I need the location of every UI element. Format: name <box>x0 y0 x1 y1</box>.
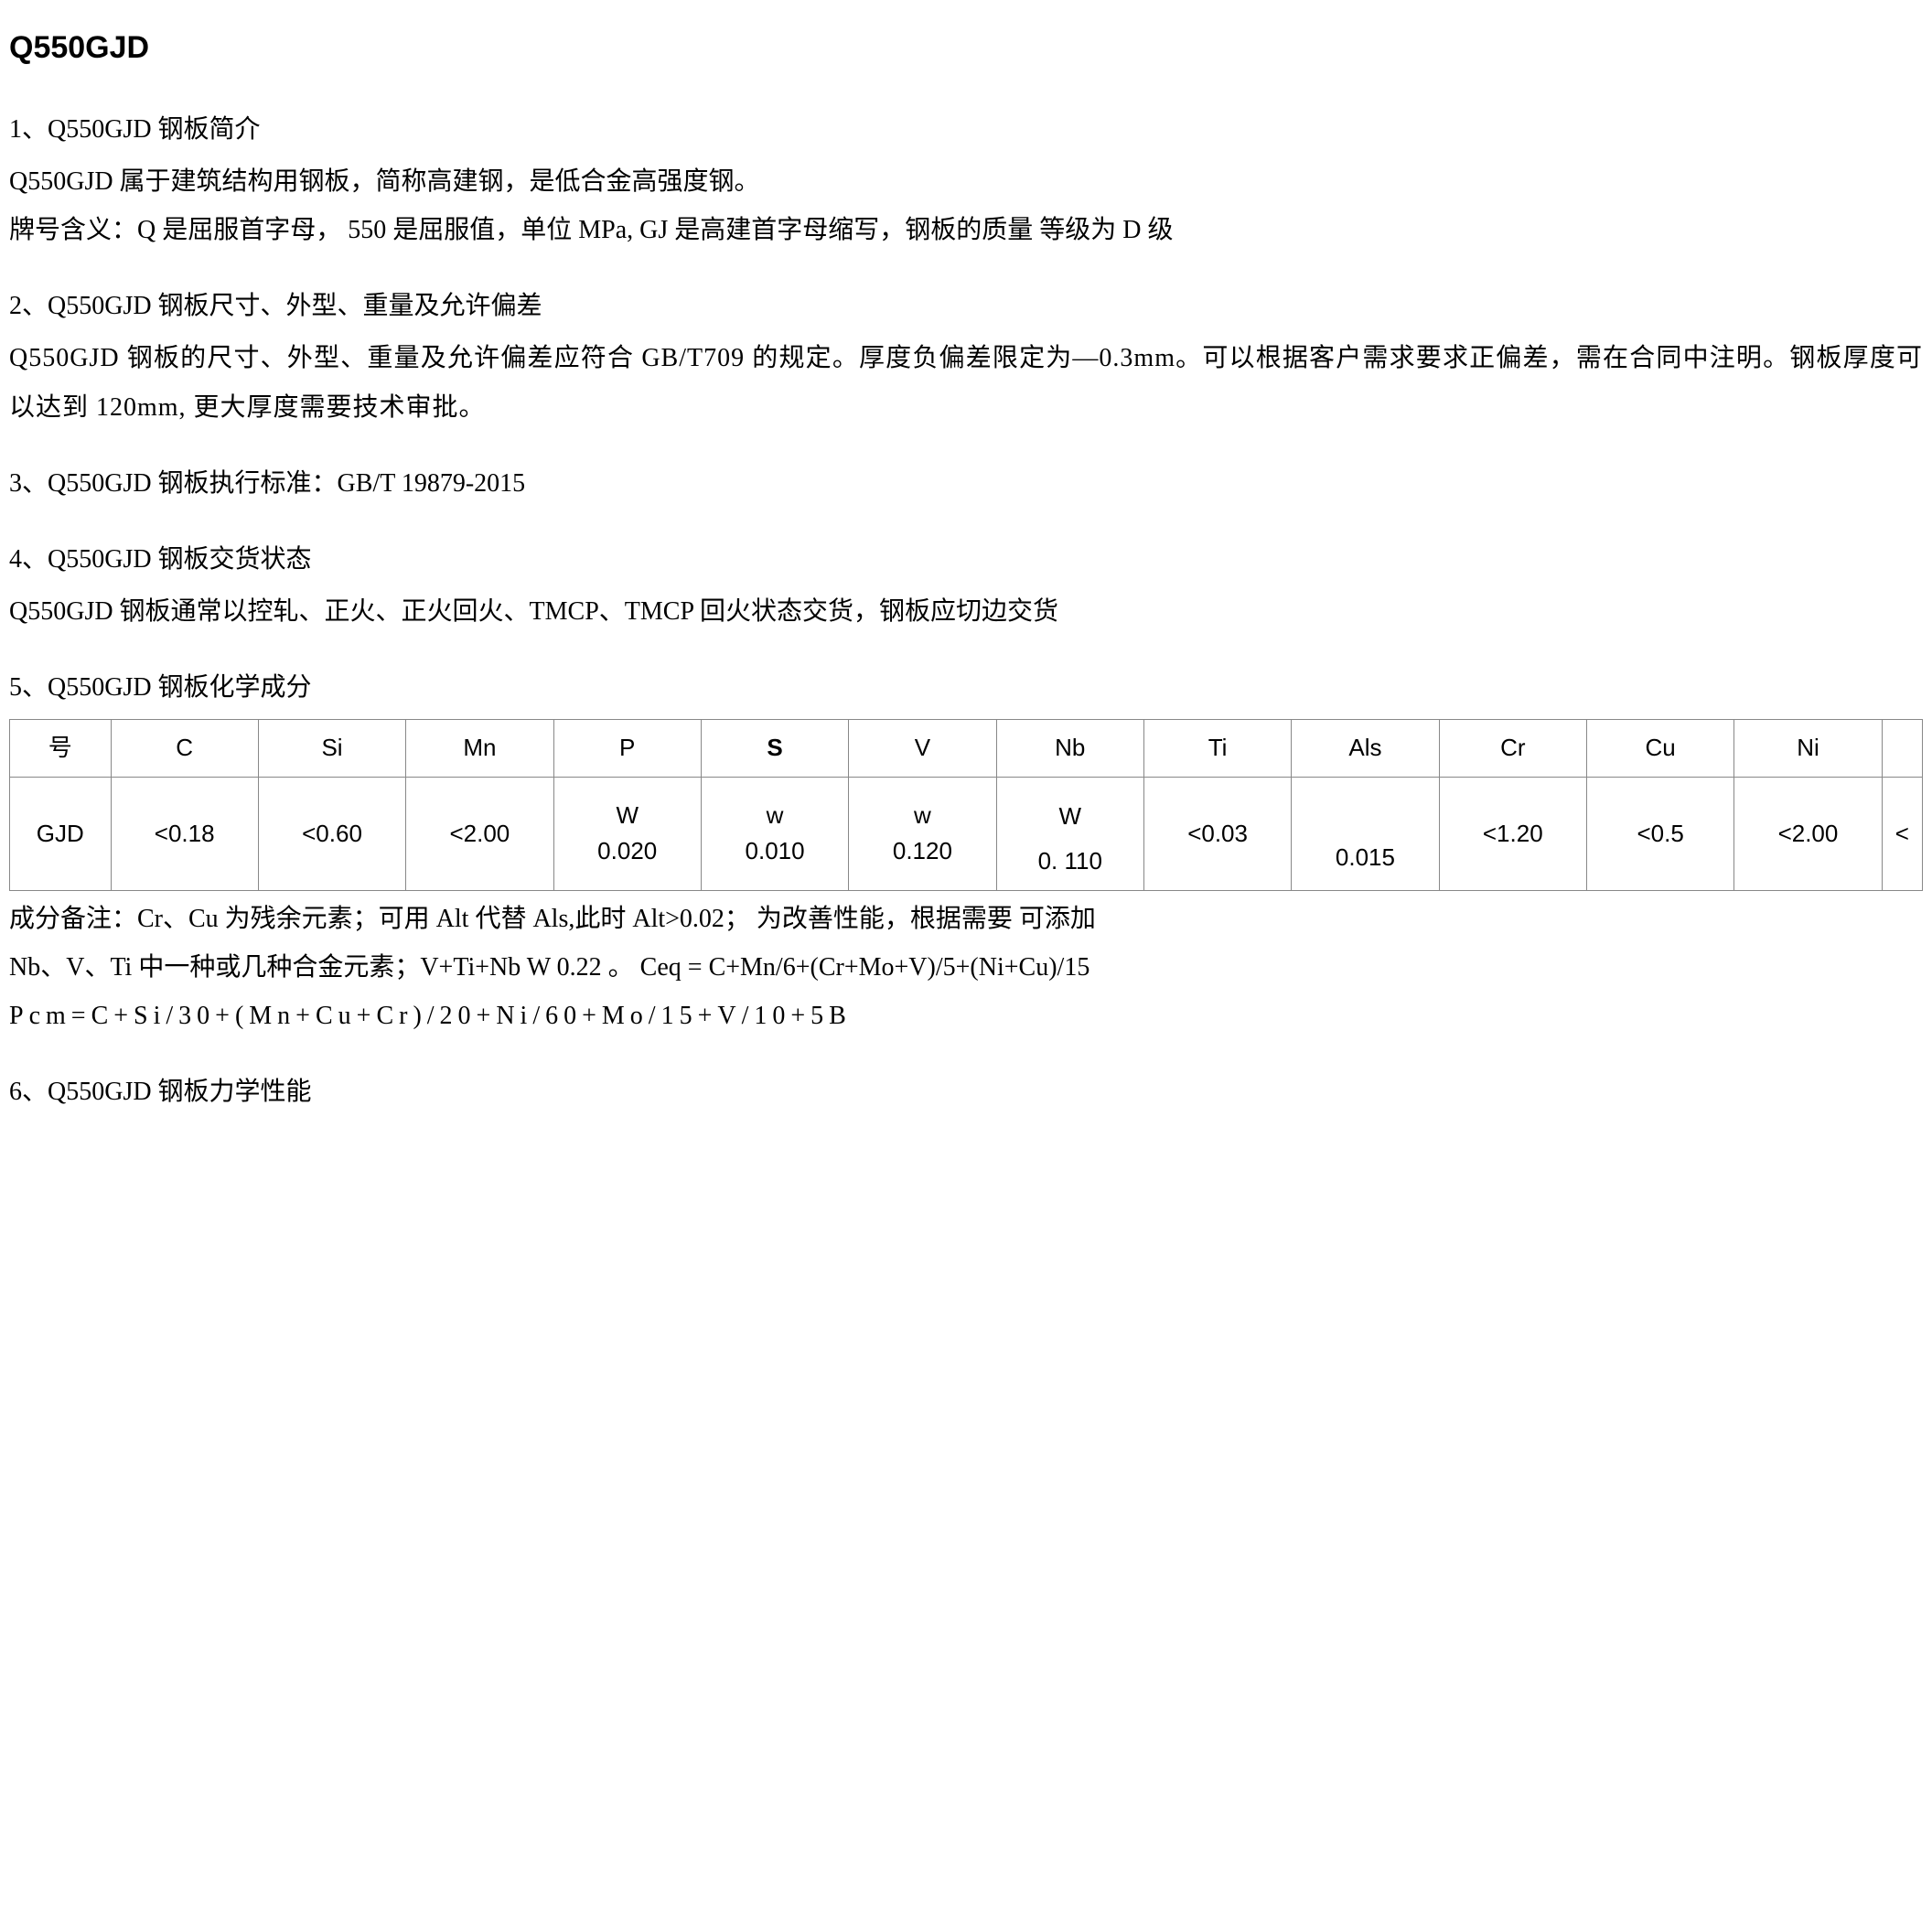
section6-heading: 6、Q550GJD 钢板力学性能 <box>9 1068 1923 1116</box>
td-p: W 0.020 <box>553 777 701 890</box>
td-nb: W 0. 110 <box>996 777 1143 890</box>
td-ni: <2.00 <box>1734 777 1882 890</box>
td-last: < <box>1882 777 1922 890</box>
td-si: <0.60 <box>258 777 405 890</box>
th-c: C <box>111 720 258 777</box>
th-s: S <box>701 720 848 777</box>
section3-heading: 3、Q550GJD 钢板执行标准：GB/T 19879-2015 <box>9 459 1923 508</box>
th-label: 号 <box>10 720 112 777</box>
td-mn: <2.00 <box>406 777 553 890</box>
td-als-val: 0.015 <box>1336 835 1395 880</box>
td-s-top: w <box>767 798 784 833</box>
table-row: GJD <0.18 <0.60 <2.00 W 0.020 w 0.010 w … <box>10 777 1923 890</box>
th-nb: Nb <box>996 720 1143 777</box>
td-als: 0.015 <box>1292 777 1439 890</box>
section4-p1: Q550GJD 钢板通常以控轧、正火、正火回火、TMCP、TMCP 回火状态交货… <box>9 587 1923 636</box>
td-p-bot: 0.020 <box>597 833 657 869</box>
section1-p1: Q550GJD 属于建筑结构用钢板，简称高建钢，是低合金高强度钢。 <box>9 157 1923 206</box>
td-p-top: W <box>616 798 639 833</box>
section1-heading: 1、Q550GJD 钢板简介 <box>9 105 1923 154</box>
th-last <box>1882 720 1922 777</box>
th-p: P <box>553 720 701 777</box>
section5-heading: 5、Q550GJD 钢板化学成分 <box>9 663 1923 712</box>
section2-heading: 2、Q550GJD 钢板尺寸、外型、重量及允许偏差 <box>9 282 1923 330</box>
th-si: Si <box>258 720 405 777</box>
th-cr: Cr <box>1439 720 1586 777</box>
chemical-composition-table: 号 C Si Mn P S V Nb Ti Als Cr Cu Ni GJD <… <box>9 719 1923 890</box>
th-mn: Mn <box>406 720 553 777</box>
td-v: w 0.120 <box>849 777 996 890</box>
section5-note2: Nb、V、Ti 中一种或几种合金元素；V+Ti+Nb W 0.22 。 Ceq … <box>9 943 1923 992</box>
td-v-top: w <box>914 798 931 833</box>
td-label: GJD <box>10 777 112 890</box>
section1-p2: 牌号含义：Q 是屈服首字母， 550 是屈服值，单位 MPa, GJ 是高建首字… <box>9 206 1923 254</box>
td-v-bot: 0.120 <box>893 833 952 869</box>
th-cu: Cu <box>1586 720 1733 777</box>
page-title: Q550GJD <box>9 18 1923 78</box>
section4-heading: 4、Q550GJD 钢板交货状态 <box>9 535 1923 584</box>
td-ti: <0.03 <box>1143 777 1291 890</box>
table-header-row: 号 C Si Mn P S V Nb Ti Als Cr Cu Ni <box>10 720 1923 777</box>
td-cu: <0.5 <box>1586 777 1733 890</box>
th-ni: Ni <box>1734 720 1882 777</box>
td-cr: <1.20 <box>1439 777 1586 890</box>
section5-note3: Pcm=C+Si/30+(Mn+Cu+Cr)/20+Ni/60+Mo/15+V/… <box>9 992 1923 1040</box>
td-s-bot: 0.010 <box>746 833 805 869</box>
td-nb-top: W <box>1058 794 1081 839</box>
td-nb-bot: 0. 110 <box>1038 839 1102 884</box>
td-s: w 0.010 <box>701 777 848 890</box>
th-als: Als <box>1292 720 1439 777</box>
section2-p1: Q550GJD 钢板的尺寸、外型、重量及允许偏差应符合 GB/T709 的规定。… <box>9 334 1923 431</box>
th-v: V <box>849 720 996 777</box>
td-c: <0.18 <box>111 777 258 890</box>
section5-note1: 成分备注：Cr、Cu 为残余元素；可用 Alt 代替 Als,此时 Alt>0.… <box>9 895 1923 943</box>
th-ti: Ti <box>1143 720 1291 777</box>
